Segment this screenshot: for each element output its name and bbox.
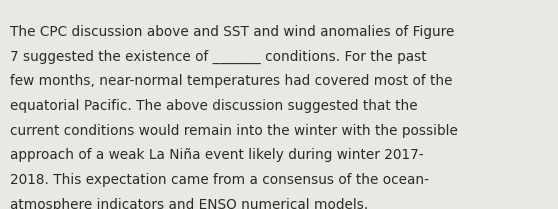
Text: few months, near-normal temperatures had covered most of the: few months, near-normal temperatures had…: [10, 74, 453, 88]
Text: current conditions would remain into the winter with the possible: current conditions would remain into the…: [10, 124, 458, 138]
Text: approach of a weak La Niña event likely during winter 2017-: approach of a weak La Niña event likely …: [10, 148, 424, 162]
Text: equatorial Pacific. The above discussion suggested that the: equatorial Pacific. The above discussion…: [10, 99, 418, 113]
Text: atmosphere indicators and ENSO numerical models.: atmosphere indicators and ENSO numerical…: [10, 198, 368, 209]
Text: 7 suggested the existence of _______ conditions. For the past: 7 suggested the existence of _______ con…: [10, 50, 427, 64]
Text: The CPC discussion above and SST and wind anomalies of Figure: The CPC discussion above and SST and win…: [10, 25, 454, 39]
Text: 2018. This expectation came from a consensus of the ocean-: 2018. This expectation came from a conse…: [10, 173, 429, 187]
